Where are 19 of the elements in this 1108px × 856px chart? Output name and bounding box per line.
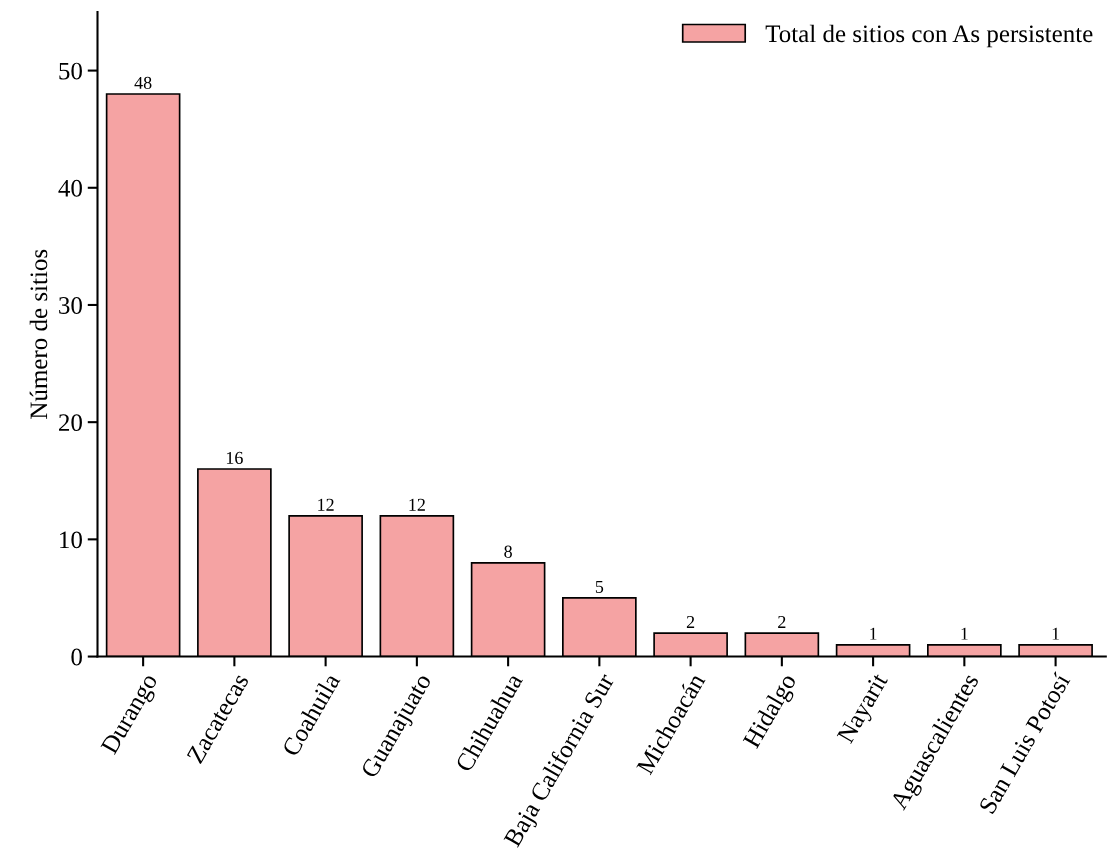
data-label: 2 (778, 615, 786, 628)
y-tick-label: 40 (58, 179, 82, 197)
y-tick-label: 20 (59, 414, 82, 432)
data-label: 1 (870, 627, 877, 640)
data-label: 48 (134, 76, 152, 89)
data-label: 2 (686, 615, 695, 628)
data-label: 8 (504, 545, 512, 558)
y-tick-label: 10 (60, 531, 82, 549)
data-label: 5 (595, 580, 604, 593)
data-label: 12 (409, 498, 425, 511)
y-tick-label: 0 (71, 648, 82, 666)
y-tick-label: 30 (59, 297, 82, 314)
data-label: 1 (1052, 627, 1060, 640)
data-label: 12 (318, 498, 334, 511)
legend-label: Total de sitios con As persistente (765, 24, 1093, 48)
data-label: 1 (961, 627, 968, 640)
y-tick-label: 50 (59, 62, 82, 80)
y-axis-title: Número de sitios (29, 249, 48, 419)
data-label: 16 (226, 451, 243, 464)
